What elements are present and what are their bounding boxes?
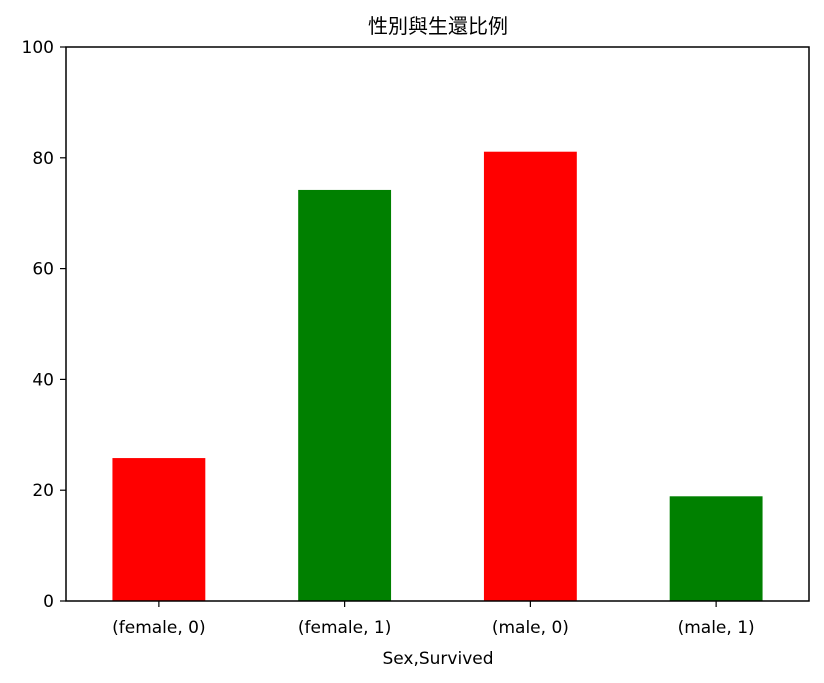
bar-0 bbox=[112, 458, 206, 601]
y-tick-label-3: 60 bbox=[32, 260, 54, 280]
y-tick-label-2: 40 bbox=[32, 370, 54, 390]
y-tick-label-1: 20 bbox=[32, 481, 54, 501]
x-tick-label-3: (male, 1) bbox=[678, 618, 755, 638]
bar-3 bbox=[669, 496, 763, 601]
bar-1 bbox=[298, 189, 392, 601]
y-tick-label-5: 100 bbox=[22, 38, 54, 58]
y-axis-ticks: 0 20 40 60 80 100 bbox=[22, 38, 66, 612]
x-axis-ticks: (female, 0) (female, 1) (male, 0) (male, 1) bbox=[112, 601, 755, 638]
x-tick-label-0: (female, 0) bbox=[112, 618, 206, 638]
bar-2 bbox=[483, 151, 577, 601]
y-tick-label-4: 80 bbox=[32, 149, 54, 169]
chart-title: 性別與生還比例 bbox=[368, 14, 508, 38]
bars-group bbox=[112, 151, 763, 601]
plot-frame bbox=[65, 46, 810, 602]
y-tick-label-0: 0 bbox=[43, 592, 54, 612]
x-axis-label: Sex,Survived bbox=[382, 649, 493, 669]
x-tick-label-1: (female, 1) bbox=[298, 618, 392, 638]
x-tick-label-2: (male, 0) bbox=[492, 618, 569, 638]
